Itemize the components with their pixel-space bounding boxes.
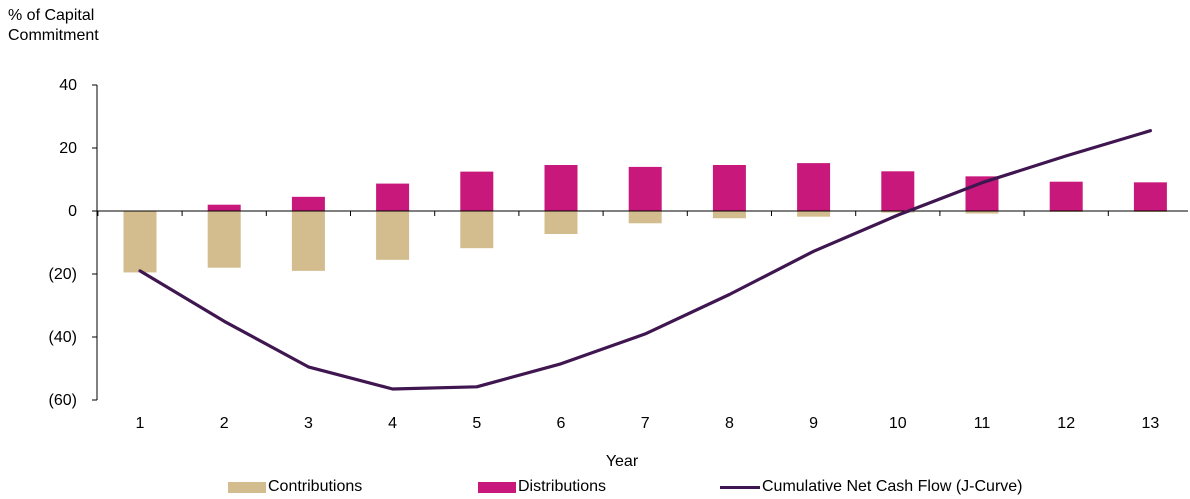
x-tick-label-9: 9: [809, 415, 818, 432]
bar-contributions-year-7: [628, 211, 662, 224]
x-tick-label-1: 1: [136, 415, 145, 432]
x-tick-label-5: 5: [472, 415, 481, 432]
legend-item-cumulative-net-cash-flow: Cumulative Net Cash Flow (J-Curve): [720, 478, 1023, 496]
legend-swatch-distributions: [478, 481, 516, 493]
bar-distributions-year-9: [797, 163, 831, 211]
legend-label-distributions: Distributions: [518, 478, 607, 495]
x-tick-label-4: 4: [388, 415, 397, 432]
x-tick-label-3: 3: [304, 415, 313, 432]
bar-contributions-year-3: [291, 211, 325, 271]
line-cumulative-net-cash-flow: [138, 129, 1153, 391]
x-tick-label-11: 11: [974, 415, 991, 432]
bar-contributions-year-5: [460, 211, 494, 249]
x-axis-title: Year: [606, 453, 639, 470]
legend-item-distributions: Distributions: [478, 478, 606, 496]
bar-contributions-year-8: [712, 211, 746, 219]
y-axis-title: % of Capital Commitment: [8, 6, 99, 46]
bar-distributions-year-5: [460, 171, 494, 211]
bar-distributions-year-7: [628, 166, 662, 211]
y-axis-title-line-1: % of Capital: [8, 7, 95, 24]
y-tick-label-3: (20): [49, 266, 77, 283]
legend-swatch-contributions: [228, 481, 266, 493]
y-tick-label-5: (60): [49, 392, 77, 409]
legend-item-contributions: Contributions: [228, 478, 362, 496]
bar-distributions-year-13: [1133, 182, 1167, 211]
bar-distributions-year-6: [544, 165, 578, 211]
y-axis-title-line-2: Commitment: [8, 27, 99, 44]
bar-contributions-year-9: [797, 211, 831, 217]
y-tick-label-1: 20: [59, 140, 77, 157]
x-tick-label-7: 7: [641, 415, 650, 432]
legend-label-contributions: Contributions: [268, 478, 363, 495]
legend-swatch-cumulative-net-cash-flow: [720, 485, 760, 489]
bar-contributions-year-2: [207, 211, 241, 268]
bar-contributions-year-1: [123, 211, 157, 273]
bar-contributions-year-4: [376, 211, 410, 260]
bar-contributions-year-6: [544, 211, 578, 234]
x-tick-label-6: 6: [557, 415, 566, 432]
x-tick-label-8: 8: [725, 415, 734, 432]
bar-distributions-year-10: [881, 171, 915, 211]
legend-label-cumulative-net-cash-flow: Cumulative Net Cash Flow (J-Curve): [762, 478, 1023, 495]
bar-contributions-year-10: [881, 211, 915, 213]
y-tick-label-2: 0: [68, 203, 77, 220]
x-tick-label-2: 2: [220, 415, 229, 432]
x-tick-label-12: 12: [1057, 415, 1075, 432]
bar-distributions-year-3: [291, 196, 325, 211]
bar-distributions-year-8: [712, 165, 746, 211]
bar-distributions-year-2: [207, 204, 241, 211]
y-tick-label-0: 40: [59, 77, 77, 94]
bar-distributions-year-4: [376, 183, 410, 211]
bar-contributions-year-11: [965, 211, 999, 214]
x-tick-label-10: 10: [889, 415, 907, 432]
bar-distributions-year-12: [1049, 181, 1083, 211]
x-tick-label-13: 13: [1142, 415, 1160, 432]
y-tick-label-4: (40): [49, 329, 77, 346]
legend: Contributions Distributions Cumulative N…: [0, 478, 1190, 498]
